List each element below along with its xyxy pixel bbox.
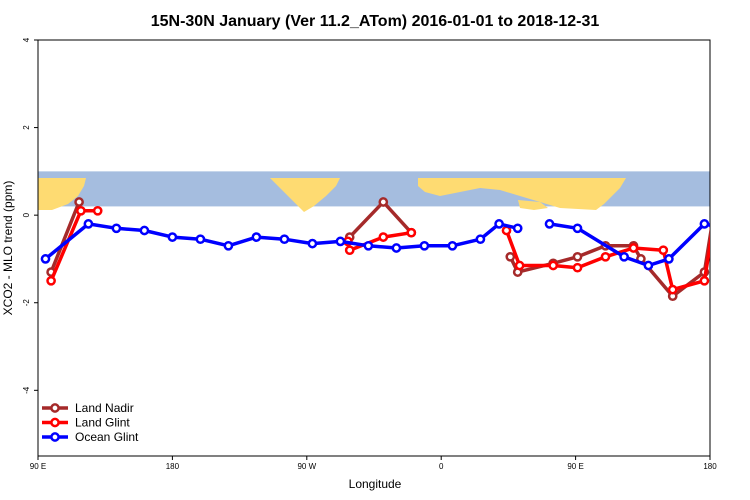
map-land-arabia (518, 200, 548, 210)
x-axis-label: Longitude (349, 477, 402, 491)
legend-marker (50, 432, 60, 442)
point-ocean-glint (699, 219, 710, 229)
x-tick-label: 0 (439, 462, 444, 471)
point-ocean-glint (363, 240, 374, 251)
legend-label: Ocean Glint (75, 430, 139, 444)
point-land-glint (514, 260, 525, 271)
point-ocean-glint (544, 219, 555, 229)
point-land-nadir (712, 198, 719, 205)
point-ocean-glint (572, 223, 583, 234)
x-tick-label: 90 E (30, 462, 46, 471)
legend-marker (50, 417, 60, 428)
y-tick-label: 4 (22, 37, 31, 42)
x-tick-label: 180 (166, 462, 180, 471)
x-tick-label: 180 (703, 462, 717, 471)
point-land-glint (92, 205, 103, 216)
line-land-nadir (348, 200, 413, 239)
series-layer (40, 197, 736, 302)
point-ocean-glint (729, 227, 736, 234)
point-ocean-glint (279, 234, 290, 245)
point-land-glint (658, 245, 669, 256)
point-land-glint (729, 207, 736, 214)
point-ocean-glint (643, 260, 654, 271)
point-ocean-glint (195, 234, 206, 245)
series-ocean-glint (40, 219, 736, 271)
legend-item-ocean-glint: Ocean Glint (42, 430, 139, 444)
x-tick-label: 90 W (297, 462, 316, 471)
point-land-nadir (505, 251, 516, 262)
point-ocean-glint (494, 219, 504, 229)
x-axis-ticks: 90 E 180 90 W 0 90 E 180 (30, 456, 717, 471)
point-ocean-glint (619, 251, 629, 262)
legend-marker (50, 403, 60, 413)
point-ocean-glint (475, 234, 486, 245)
y-tick-label: -2 (22, 299, 31, 307)
series-land-glint (46, 205, 736, 295)
point-ocean-glint (391, 243, 402, 253)
point-ocean-glint (40, 254, 51, 264)
point-land-glint (76, 205, 86, 216)
y-tick-label: 2 (22, 125, 31, 130)
y-tick-label: -4 (22, 386, 31, 394)
point-ocean-glint (83, 219, 94, 229)
y-axis-ticks: -4 -2 0 2 4 (22, 37, 38, 394)
legend-item-land-glint: Land Glint (42, 416, 130, 430)
point-land-glint (344, 245, 355, 256)
y-tick-label: 0 (22, 212, 31, 217)
line-land-nadir (49, 201, 81, 273)
point-land-glint (572, 262, 583, 273)
point-ocean-glint (111, 223, 122, 234)
point-land-nadir (74, 197, 84, 207)
point-land-glint (628, 243, 639, 253)
chart-title: 15N-30N January (Ver 11.2_ATom) 2016-01-… (151, 13, 600, 30)
point-land-glint (548, 260, 559, 271)
point-land-glint (378, 232, 389, 242)
series-land-nadir (46, 197, 719, 302)
point-land-glint (699, 275, 710, 286)
x-tick-label: 90 E (567, 462, 583, 471)
point-land-glint (46, 275, 56, 286)
point-land-glint (667, 284, 678, 295)
point-ocean-glint (167, 232, 178, 242)
point-ocean-glint (447, 240, 458, 251)
map-land-north-america (270, 178, 340, 212)
point-ocean-glint (139, 225, 150, 236)
point-ocean-glint (335, 236, 346, 247)
point-ocean-glint (307, 238, 318, 249)
world-map-band (38, 171, 710, 212)
y-axis-label: XCO2 - MLO trend (ppm) (1, 181, 15, 316)
map-land-africa-asia (418, 178, 626, 210)
legend-item-land-nadir: Land Nadir (42, 401, 134, 415)
point-ocean-glint (251, 232, 262, 242)
point-land-glint (600, 251, 611, 262)
line-ocean-glint (549, 222, 710, 268)
point-ocean-glint (223, 240, 234, 251)
point-land-glint (406, 227, 417, 238)
point-ocean-glint (512, 223, 523, 234)
point-land-glint (712, 207, 719, 214)
point-land-nadir (378, 197, 389, 207)
map-land-australia (38, 178, 86, 210)
point-ocean-glint (419, 240, 430, 251)
legend-label: Land Glint (75, 416, 130, 430)
point-ocean-glint (664, 254, 674, 264)
legend-label: Land Nadir (75, 401, 134, 415)
point-land-nadir (572, 251, 583, 262)
